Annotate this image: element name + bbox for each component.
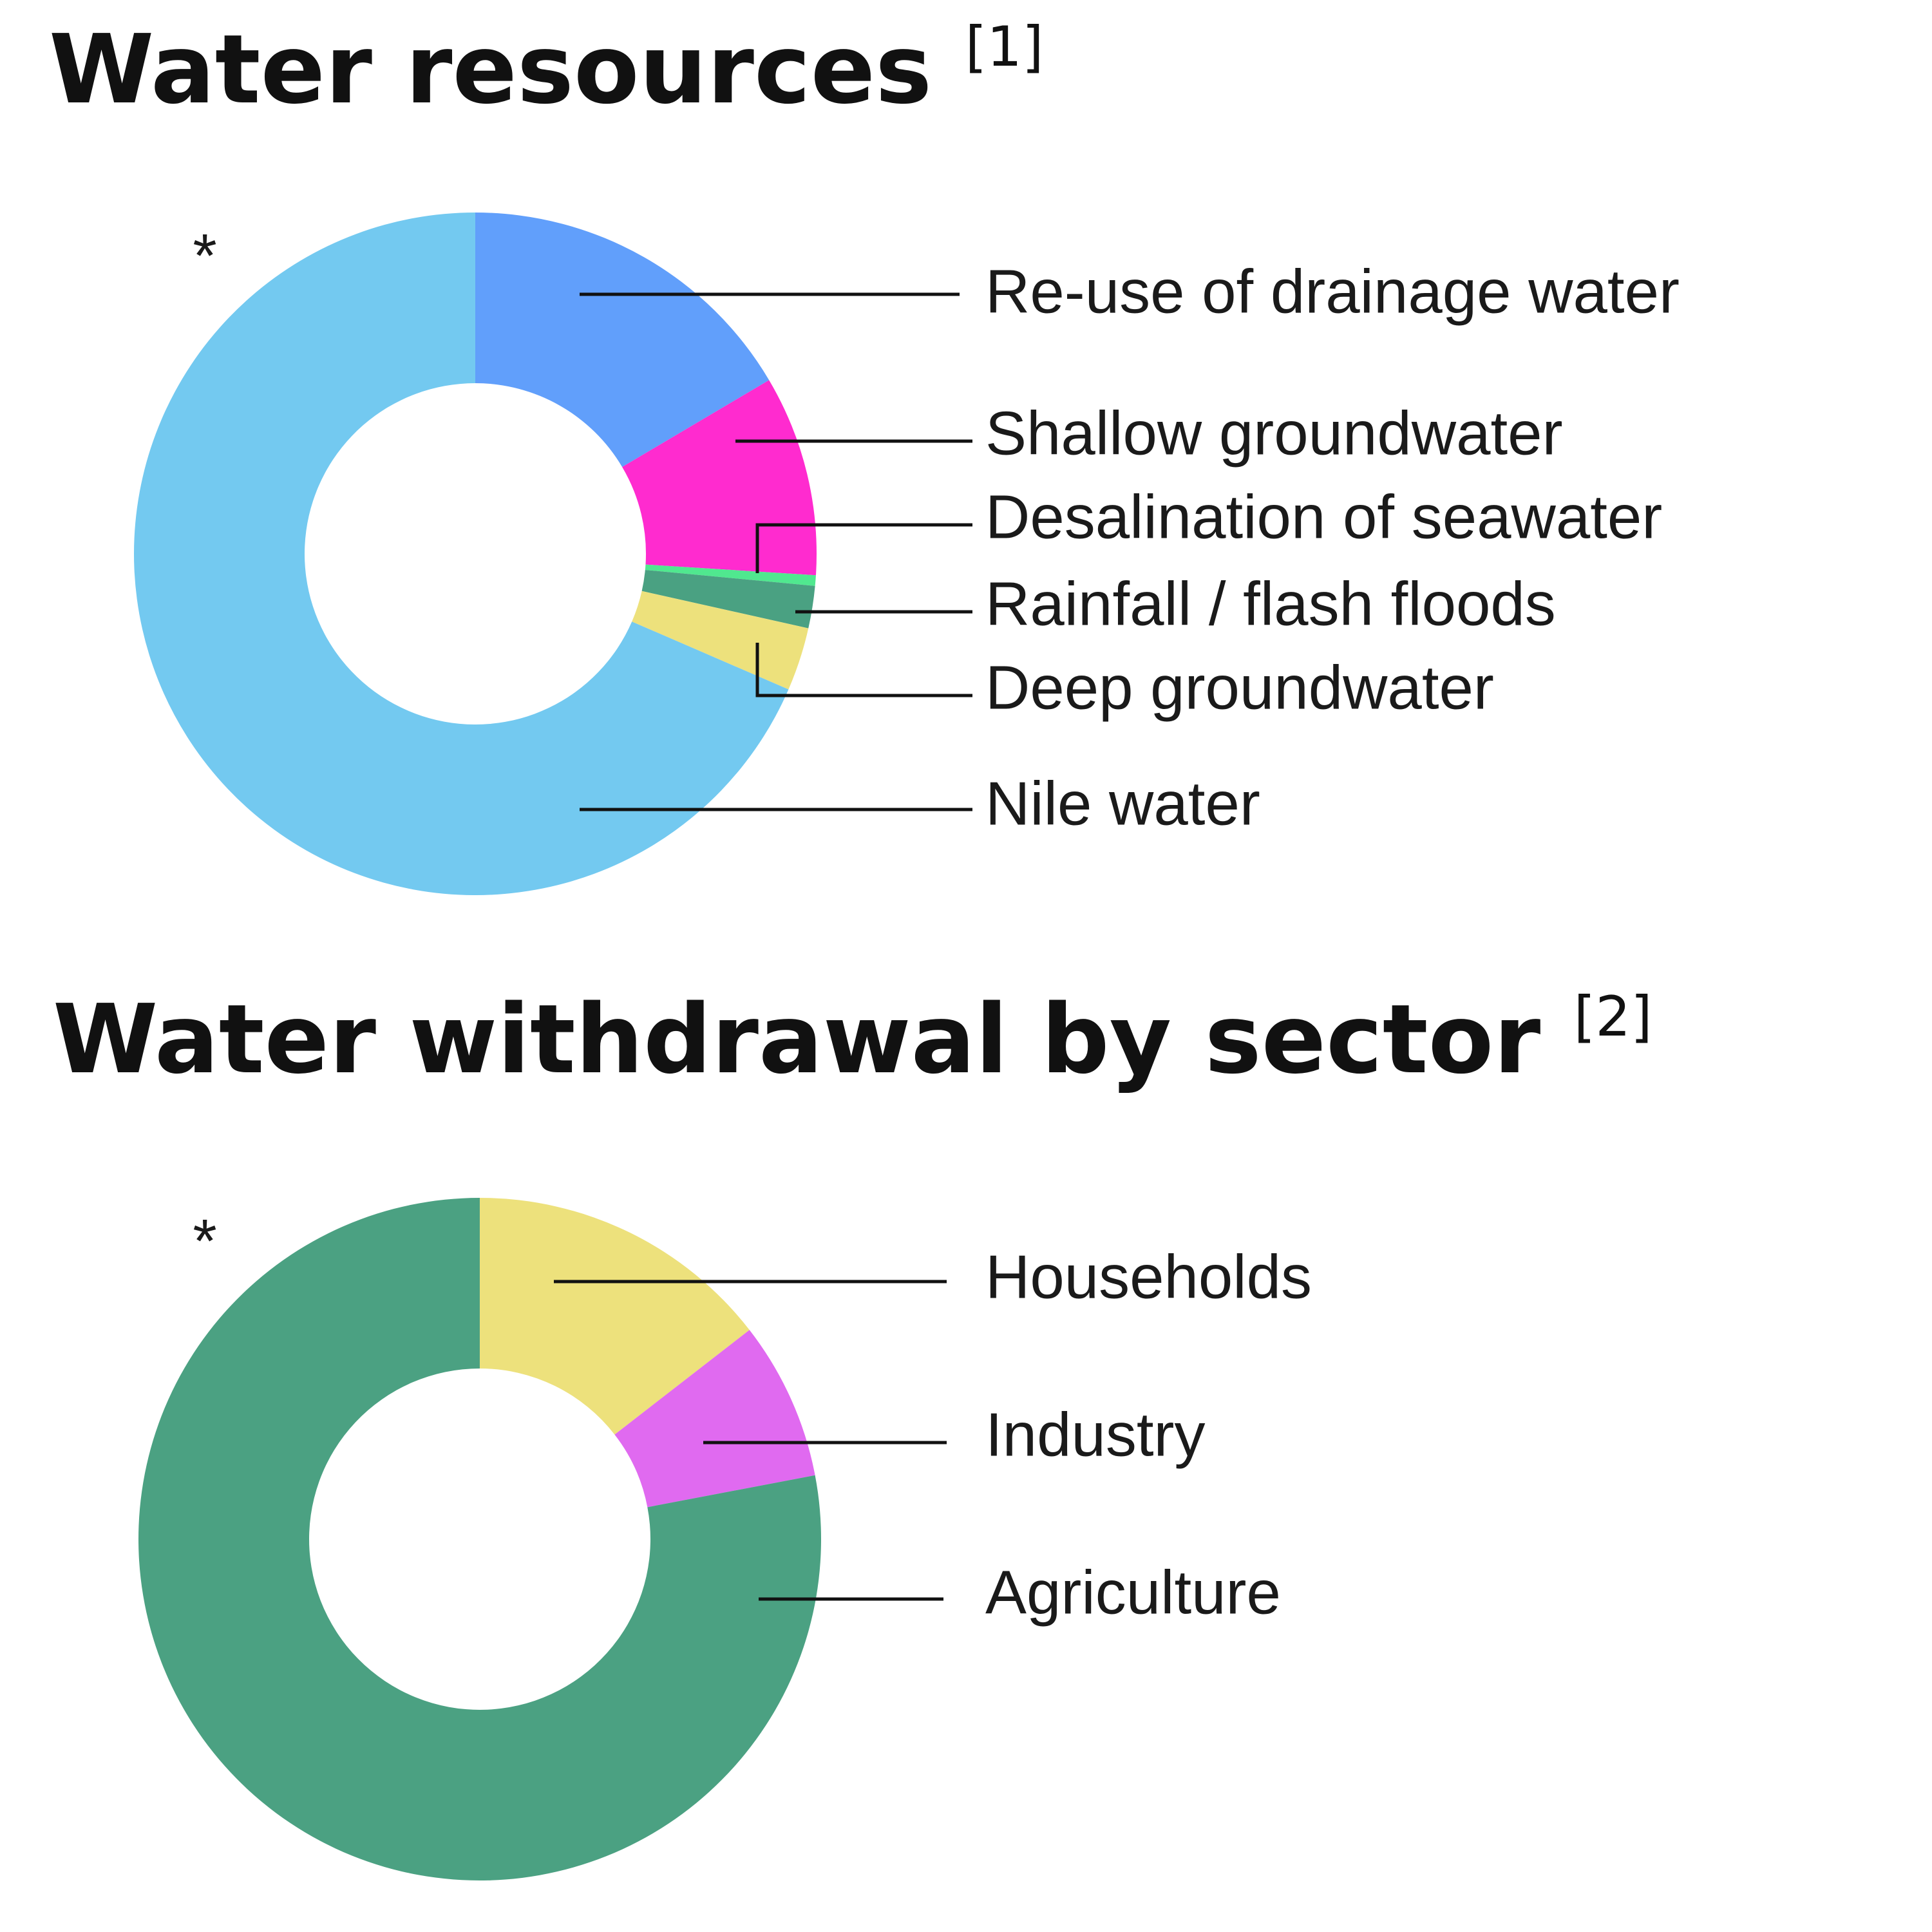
water-withdrawal-title-text: Water withdrawal by sector	[53, 984, 1541, 1095]
sector-asterisk-marker: *	[193, 1207, 216, 1276]
resources-slice-re-use-of-drainage-water	[475, 213, 770, 468]
water-withdrawal-title: Water withdrawal by sector [2]	[53, 989, 1653, 1087]
water-resources-title-text: Water resources	[49, 14, 933, 125]
sector-slice-agriculture	[138, 1198, 821, 1880]
sector-label-industry: Industry	[985, 1400, 1205, 1469]
resources-slice-deep-groundwater	[632, 591, 809, 690]
resources-leader-deep-groundwater	[755, 643, 972, 697]
resources-slice-desalination-of-seawater	[645, 564, 816, 586]
water-withdrawal-title-ref: [2]	[1573, 985, 1653, 1049]
resources-label-re-use-of-drainage-water: Re-use of drainage water	[985, 257, 1680, 326]
sector-slice-industry	[614, 1330, 815, 1508]
sector-label-agriculture: Agriculture	[985, 1558, 1281, 1627]
water-withdrawal-donut-chart: * Households Industry Agriculture	[138, 1198, 1312, 1880]
sector-slice-households	[480, 1198, 750, 1435]
resources-slice-shallow-groundwater	[622, 380, 817, 576]
resources-label-nile-water: Nile water	[985, 769, 1260, 838]
water-resources-title: Water resources [1]	[49, 19, 1044, 117]
water-resources-title-ref: [1]	[965, 15, 1044, 79]
resources-label-rainfall-flash-floods: Rainfall / flash floods	[985, 569, 1556, 638]
resources-leader-desalination-of-seawater	[755, 523, 972, 573]
resources-label-deep-groundwater: Deep groundwater	[985, 653, 1494, 722]
sector-label-households: Households	[985, 1242, 1312, 1311]
resources-slice-rainfall-flash-floods	[641, 569, 815, 629]
resources-slice-nile-water	[133, 213, 789, 895]
resources-asterisk-marker: *	[193, 222, 216, 290]
water-resources-donut-chart: * Re-use of drainage water Shallow groundw…	[133, 213, 1680, 895]
resources-label-desalination-of-seawater: Desalination of seawater	[985, 482, 1662, 551]
resources-label-shallow-groundwater: Shallow groundwater	[985, 399, 1563, 468]
